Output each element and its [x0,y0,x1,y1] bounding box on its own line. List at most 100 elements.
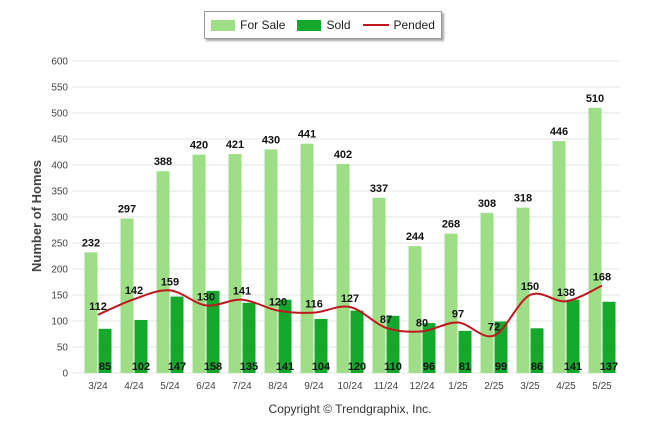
for-sale-bar [588,107,602,374]
y-tick-label: 250 [51,239,68,250]
sold-bar [602,301,616,373]
for-sale-bar [552,141,566,373]
pended-value-label: 159 [161,276,179,288]
pended-value-label: 142 [125,285,143,297]
x-tick-label: 12/24 [409,381,434,392]
y-tick-label: 200 [51,265,68,276]
sold-value-label: 96 [423,361,435,373]
pended-value-label: 130 [197,291,215,303]
sold-value-label: 86 [531,361,543,373]
y-tick-label: 550 [51,83,68,94]
for-sale-bar [156,171,170,373]
sold-bar [242,302,256,373]
sold-bar [314,318,328,373]
sold-bar [278,299,292,373]
sold-value-label: 137 [600,361,618,373]
sold-swatch [297,19,322,31]
y-tick-label: 50 [57,343,69,354]
for-sale-bar [264,149,278,373]
for-sale-value-label: 318 [514,193,532,205]
for-sale-bar [408,246,422,373]
y-tick-label: 150 [51,291,68,302]
pended-swatch [362,24,389,26]
pended-value-label: 72 [488,322,500,334]
for-sale-value-label: 268 [442,219,460,231]
for-sale-value-label: 446 [550,126,568,138]
sold-bar [458,330,472,373]
x-tick-label: 6/24 [196,381,216,392]
pended-value-label: 116 [305,299,323,311]
pended-value-label: 168 [593,272,611,284]
bars [84,107,616,374]
pended-value-label: 141 [233,286,251,298]
x-tick-label: 11/24 [374,381,399,392]
for-sale-value-label: 297 [118,204,136,216]
legend-item-for-sale[interactable]: For Sale [211,18,285,32]
x-tick-label: 4/25 [556,381,576,392]
pended-value-label: 87 [380,314,392,326]
legend-item-pended[interactable]: Pended [362,18,435,32]
y-tick-label: 600 [51,57,68,68]
x-tick-label: 10/24 [337,381,362,392]
sold-value-label: 141 [276,361,294,373]
pended-value-label: 112 [89,301,107,313]
for-sale-value-label: 232 [82,237,100,249]
sold-bar [350,310,364,373]
for-sale-bar [516,207,530,373]
sold-value-label: 104 [312,361,331,373]
for-sale-bar [300,143,314,373]
sold-value-label: 110 [384,361,402,373]
sold-value-label: 158 [204,361,222,373]
sold-bar [206,290,220,373]
sold-bar [530,328,544,373]
for-sale-value-label: 420 [190,140,208,152]
for-sale-bar [84,252,98,373]
for-sale-bar [120,218,134,373]
sold-value-label: 81 [459,361,471,373]
for-sale-value-label: 402 [334,149,352,161]
sold-bar [422,323,436,373]
for-sale-value-label: 430 [262,134,280,146]
sold-bar [566,299,580,373]
y-tick-label: 450 [51,135,68,146]
pended-value-label: 150 [521,281,539,293]
sold-value-label: 102 [132,361,150,373]
sold-value-label: 147 [168,361,186,373]
copyright-text: Copyright © Trendgraphix, Inc. [269,402,432,416]
x-tick-label: 1/25 [448,381,468,392]
sold-bar [170,296,184,373]
x-axis-ticks: 3/24 4/24 5/24 6/24 7/24 8/24 9/24 10/24 11/24 12… [88,381,612,392]
legend-label-for-sale: For Sale [240,18,286,32]
chart-legend: For Sale Sold Pended [204,11,442,39]
x-tick-label: 2/25 [484,381,504,392]
for-sale-value-label: 421 [226,139,244,151]
legend-item-sold[interactable]: Sold [297,18,351,32]
pended-value-label: 120 [269,297,287,309]
x-tick-label: 8/24 [268,381,288,392]
pended-line-layer [97,284,603,338]
for-sale-bar [444,233,458,373]
x-tick-label: 5/25 [592,381,612,392]
sold-value-label: 99 [495,361,507,373]
legend-label-pended: Pended [393,18,435,32]
sold-value-label: 85 [99,361,111,373]
for-sale-swatch [211,19,236,31]
sold-bar [98,328,112,373]
for-sale-value-label: 337 [370,183,388,195]
for-sale-value-label: 388 [154,156,172,168]
for-sale-value-label: 441 [298,129,316,141]
pended-value-label: 127 [341,293,359,305]
pended-value-label: 80 [416,317,428,329]
y-tick-label: 300 [51,213,68,224]
for-sale-bar [336,163,350,373]
x-tick-label: 7/24 [232,381,252,392]
sold-value-label: 135 [240,361,258,373]
sold-value-label: 141 [564,361,582,373]
y-tick-label: 500 [51,109,68,120]
y-axis-ticks: 0 50 100 150 200 250 300 350 400 450 500 550 600 [51,57,68,380]
for-sale-bar [372,197,386,373]
x-tick-label: 3/24 [88,381,108,392]
for-sale-bar [192,154,206,373]
y-tick-label: 350 [51,187,68,198]
